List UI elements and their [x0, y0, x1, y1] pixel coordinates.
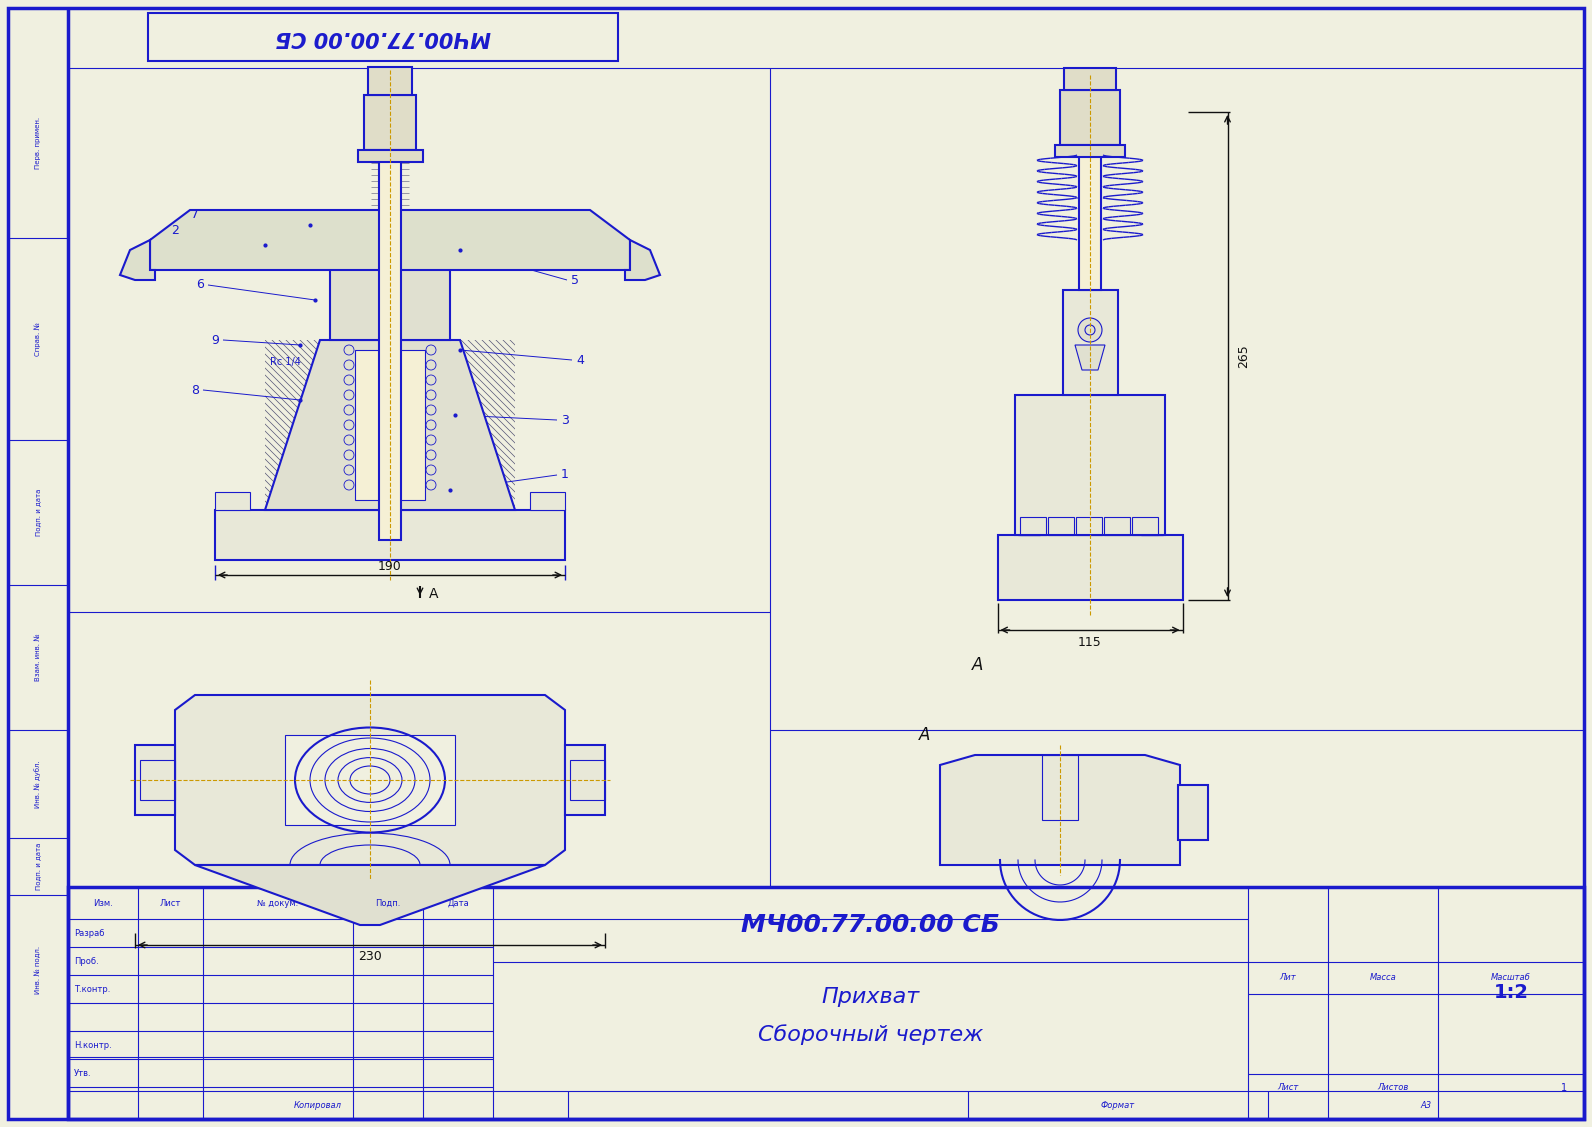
Text: Масса: Масса [1369, 974, 1396, 983]
Circle shape [1078, 318, 1102, 341]
Bar [1140, 517, 1162, 535]
Text: Утв.: Утв. [73, 1068, 92, 1077]
Text: Листов: Листов [1377, 1083, 1409, 1092]
Bar [355, 350, 425, 500]
Text: Подп.: Подп. [376, 898, 401, 907]
Bar [215, 492, 250, 511]
Text: 230: 230 [358, 950, 382, 964]
Bar [565, 745, 605, 815]
Bar [330, 220, 451, 340]
Text: A: A [430, 587, 439, 601]
Text: A: A [971, 656, 984, 674]
Circle shape [1086, 325, 1095, 335]
Text: 8: 8 [191, 383, 199, 397]
Bar [1060, 90, 1121, 145]
Text: Т.контр.: Т.контр. [73, 985, 110, 994]
Text: 6: 6 [196, 278, 204, 292]
Bar [215, 511, 565, 560]
Text: № докум.: № докум. [258, 898, 299, 907]
Text: Перв. примен.: Перв. примен. [35, 117, 41, 169]
Text: Инв. № дубл.: Инв. № дубл. [35, 760, 41, 808]
Polygon shape [194, 866, 544, 925]
Bar [1062, 290, 1118, 394]
Bar [1017, 517, 1040, 535]
Text: Подп. и дата: Подп. и дата [35, 842, 41, 889]
Bar [1079, 156, 1102, 290]
Text: Взам. инв. №: Взам. инв. № [35, 633, 41, 681]
Text: Дата: Дата [447, 898, 470, 907]
Bar [1048, 517, 1075, 535]
Text: Лит: Лит [1280, 974, 1296, 983]
Text: Инв. № подл.: Инв. № подл. [35, 946, 41, 994]
Bar [358, 150, 422, 162]
Text: Формат: Формат [1102, 1100, 1135, 1109]
Bar [570, 760, 605, 800]
Text: Разраб: Разраб [73, 929, 105, 938]
Polygon shape [175, 695, 565, 866]
Bar [68, 887, 1584, 1119]
Bar [1016, 394, 1165, 535]
Text: МЧ00.77.00.00 СБ: МЧ00.77.00.00 СБ [275, 27, 490, 47]
Text: Лист: Лист [159, 898, 181, 907]
Bar [1017, 517, 1040, 535]
Text: 1: 1 [560, 469, 568, 481]
Text: Проб.: Проб. [73, 957, 99, 966]
Text: 1:2: 1:2 [1493, 983, 1528, 1002]
Text: МЧ00.77.00.00 СБ: МЧ00.77.00.00 СБ [742, 913, 1000, 937]
Text: 2: 2 [170, 223, 178, 237]
Text: 4: 4 [576, 354, 584, 366]
Bar [285, 735, 455, 825]
Text: 190: 190 [379, 560, 401, 574]
Bar [379, 95, 401, 540]
Text: 1: 1 [1560, 1083, 1567, 1093]
Text: Подп. и дата: Подп. и дата [35, 488, 41, 535]
Text: 5: 5 [572, 274, 579, 286]
Text: 265: 265 [1237, 344, 1250, 367]
Polygon shape [150, 210, 630, 270]
Bar [1076, 517, 1102, 535]
Bar [530, 492, 565, 511]
Bar [135, 745, 175, 815]
Bar [1132, 517, 1157, 535]
Text: 7: 7 [191, 208, 199, 222]
Polygon shape [264, 340, 514, 511]
Text: А3: А3 [1420, 1100, 1431, 1109]
Bar [1178, 786, 1208, 840]
Polygon shape [626, 240, 661, 279]
Polygon shape [1075, 345, 1105, 370]
Text: 3: 3 [560, 414, 568, 426]
Bar [1043, 755, 1078, 820]
Text: Копировал: Копировал [295, 1100, 342, 1109]
Bar [1103, 517, 1130, 535]
Polygon shape [939, 755, 1180, 866]
Bar [1020, 517, 1046, 535]
Text: 115: 115 [1078, 636, 1102, 648]
Text: A: A [919, 726, 931, 744]
Text: Прихват: Прихват [821, 987, 920, 1008]
Text: Н.контр.: Н.контр. [73, 1040, 111, 1049]
Text: 9: 9 [212, 334, 220, 346]
Bar [998, 535, 1183, 600]
Text: Сборочный чертеж: Сборочный чертеж [758, 1024, 984, 1046]
Bar [1063, 68, 1116, 90]
Text: Rc 1/4: Rc 1/4 [271, 357, 301, 367]
Text: Изм.: Изм. [92, 898, 113, 907]
Bar [1140, 517, 1162, 535]
Bar [148, 14, 618, 61]
Bar [368, 66, 412, 95]
Text: Лист: Лист [1277, 1083, 1299, 1092]
Bar [1055, 145, 1126, 157]
Polygon shape [119, 240, 154, 279]
Text: Справ. №: Справ. № [35, 322, 41, 356]
Bar [365, 95, 416, 150]
Text: Масштаб: Масштаб [1492, 974, 1532, 983]
Bar [140, 760, 175, 800]
